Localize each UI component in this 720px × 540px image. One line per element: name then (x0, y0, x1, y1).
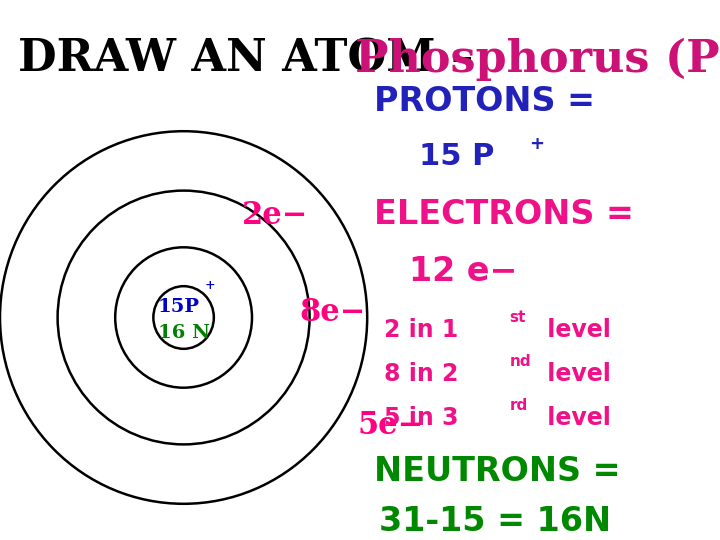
Text: 5 in 3: 5 in 3 (384, 406, 459, 430)
Text: 15P: 15P (158, 298, 199, 315)
Text: +: + (529, 135, 544, 153)
FancyBboxPatch shape (12, 75, 357, 520)
Text: level: level (539, 362, 611, 386)
Text: NEUTRONS =: NEUTRONS = (374, 455, 621, 488)
Text: 5e−: 5e− (357, 410, 423, 441)
Text: st: st (510, 310, 526, 325)
Text: ELECTRONS =: ELECTRONS = (374, 198, 634, 231)
Text: 8 in 2: 8 in 2 (384, 362, 459, 386)
Text: PROTONS =: PROTONS = (374, 85, 595, 118)
Text: rd: rd (510, 398, 528, 413)
Text: +: + (204, 279, 215, 292)
Text: level: level (539, 318, 611, 342)
Text: 16 N: 16 N (158, 325, 210, 342)
Text: 15 P: 15 P (419, 142, 495, 171)
Text: DRAW AN ATOM –: DRAW AN ATOM – (18, 38, 489, 81)
Text: 31-15 = 16N: 31-15 = 16N (379, 505, 611, 538)
Text: nd: nd (510, 354, 531, 369)
Text: level: level (539, 406, 611, 430)
Ellipse shape (153, 286, 214, 349)
Text: 12 e−: 12 e− (410, 255, 518, 288)
Text: Phosphorus (P): Phosphorus (P) (355, 38, 720, 81)
Text: 2 in 1: 2 in 1 (384, 318, 459, 342)
Text: 2e−: 2e− (242, 200, 308, 231)
Text: 8e−: 8e− (300, 297, 366, 328)
